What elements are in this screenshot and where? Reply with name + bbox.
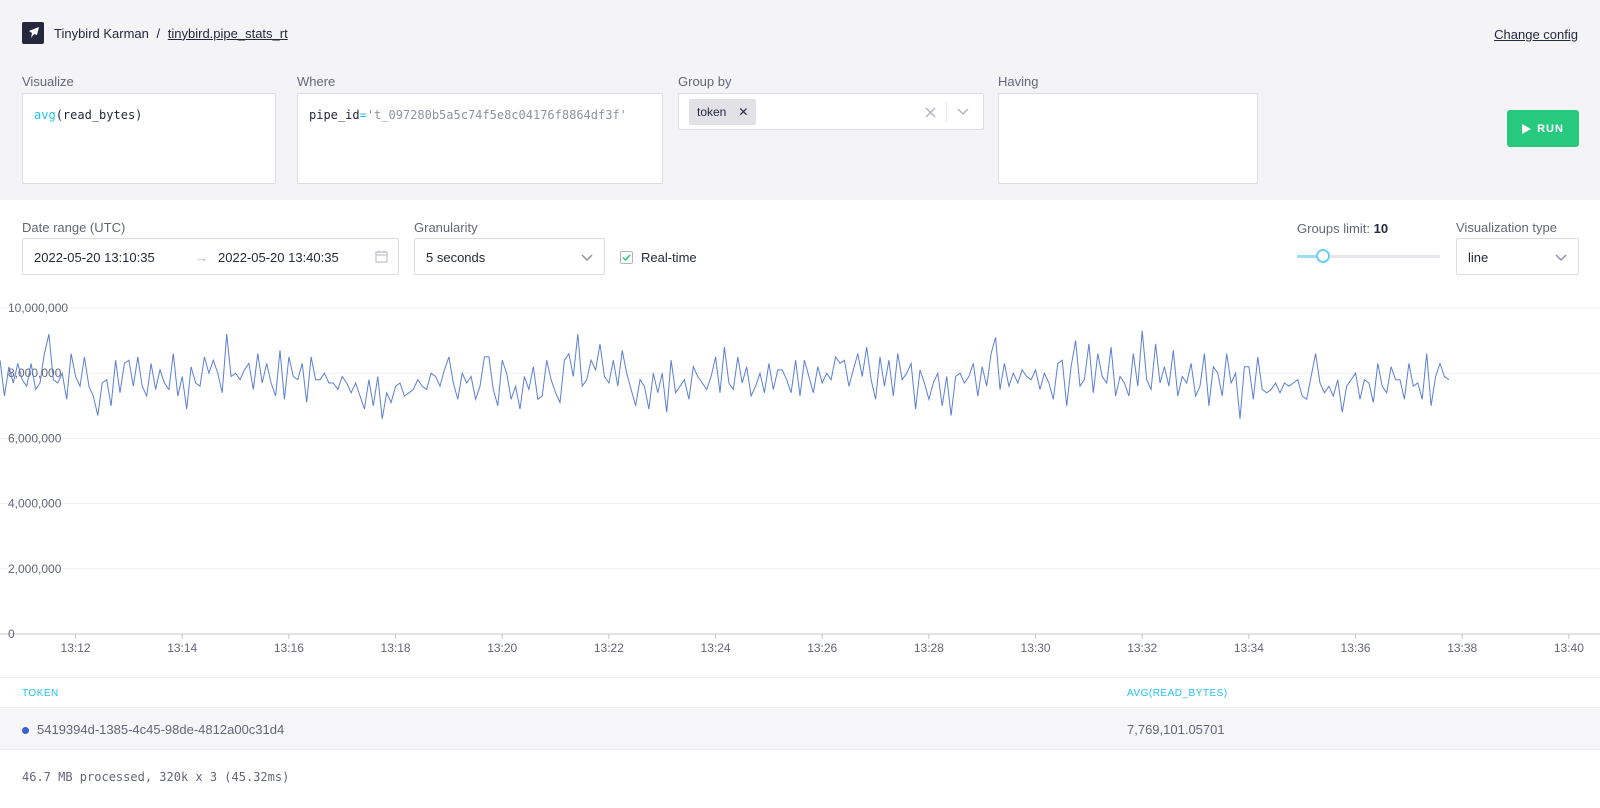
change-config-link[interactable]: Change config — [1494, 27, 1578, 42]
visualize-argument: read_bytes — [62, 108, 136, 122]
realtime-label: Real-time — [641, 250, 697, 265]
x-tick-label: 13:40 — [1554, 641, 1584, 655]
calendar-icon[interactable] — [375, 250, 388, 263]
groups-limit-value: 10 — [1373, 221, 1389, 236]
where-operator: = — [359, 108, 367, 122]
select-divider — [946, 102, 947, 122]
results-table-header: TOKEN AVG(READ_BYTES) — [0, 677, 1600, 708]
column-header-token[interactable]: TOKEN — [22, 688, 59, 699]
chevron-down-icon[interactable] — [957, 108, 969, 116]
avg-cell: 7,769,101.05701 — [1127, 722, 1225, 737]
x-tick-label: 13:22 — [594, 641, 624, 655]
workspace-name: Tinybird Karman — [54, 25, 149, 41]
paren-open: ( — [55, 108, 63, 122]
granularity-label: Granularity — [414, 220, 478, 235]
x-tick-label: 13:36 — [1341, 641, 1371, 655]
groups-limit-label: Groups limit: 10 — [1297, 221, 1388, 236]
clear-icon[interactable] — [925, 107, 936, 118]
x-tick-label: 13:16 — [274, 641, 304, 655]
query-stats: 46.7 MB processed, 320k x 3 (45.32ms) — [22, 770, 290, 784]
date-start[interactable]: 2022-05-20 13:10:35 — [34, 250, 155, 265]
run-label: RUN — [1537, 122, 1564, 135]
remove-tag-icon[interactable]: ✕ — [738, 105, 749, 119]
tinybird-logo[interactable] — [22, 22, 44, 44]
y-tick-label: 2,000,000 — [8, 562, 62, 576]
line-chart: 02,000,0004,000,0006,000,0008,000,00010,… — [0, 301, 1600, 655]
date-arrow: → — [195, 250, 208, 265]
viz-type-value: line — [1468, 250, 1489, 265]
table-row[interactable]: 5419394d-1385-4c45-98de-4812a00c31d4 7,7… — [0, 708, 1600, 750]
y-tick-label: 4,000,000 — [8, 497, 62, 511]
play-icon — [1522, 123, 1532, 134]
pipe-link[interactable]: tinybird.pipe_stats_rt — [167, 25, 288, 41]
slider-fill — [1297, 255, 1323, 258]
y-tick-label: 6,000,000 — [8, 431, 62, 445]
bird-icon — [29, 27, 39, 38]
x-tick-label: 13:20 — [487, 641, 517, 655]
y-tick-label: 0 — [8, 627, 15, 641]
where-editor[interactable]: pipe_id='t_097280b5a5c74f5e8c04176f8864d… — [297, 93, 663, 184]
realtime-checkbox[interactable] — [620, 251, 633, 264]
groupby-label: Group by — [678, 74, 732, 89]
where-value: 't_097280b5a5c74f5e8c04176f8864df3f' — [366, 108, 627, 122]
x-tick-label: 13:30 — [1021, 641, 1051, 655]
viz-type-select[interactable]: line — [1456, 238, 1579, 275]
paren-close: ) — [135, 108, 143, 122]
groups-limit-slider[interactable] — [1297, 249, 1440, 263]
where-field: pipe_id — [309, 108, 360, 122]
date-range-picker[interactable]: 2022-05-20 13:10:35 → 2022-05-20 13:40:3… — [22, 238, 399, 275]
x-tick-label: 13:18 — [381, 641, 411, 655]
viz-type-label: Visualization type — [1456, 220, 1557, 235]
x-tick-label: 13:28 — [914, 641, 944, 655]
having-label: Having — [998, 74, 1039, 89]
groupby-tag: token ✕ — [689, 99, 757, 125]
visualize-function: avg — [34, 108, 56, 122]
run-button[interactable]: RUN — [1507, 110, 1579, 147]
breadcrumb: Tinybird Karman / tinybird.pipe_stats_rt — [22, 22, 288, 44]
x-tick-label: 13:24 — [701, 641, 731, 655]
x-tick-label: 13:32 — [1127, 641, 1157, 655]
chevron-down-icon — [1555, 254, 1567, 262]
series-color-dot — [22, 727, 29, 734]
x-tick-label: 13:14 — [167, 641, 197, 655]
column-header-avg[interactable]: AVG(READ_BYTES) — [1127, 688, 1228, 699]
groupby-select[interactable]: token ✕ — [678, 93, 984, 130]
x-tick-label: 13:38 — [1447, 641, 1477, 655]
granularity-value: 5 seconds — [426, 250, 486, 265]
chevron-down-icon — [581, 254, 593, 262]
visualize-editor[interactable]: avg(read_bytes) — [22, 93, 276, 184]
date-end[interactable]: 2022-05-20 13:40:35 — [218, 250, 339, 265]
visualize-label: Visualize — [22, 74, 74, 89]
x-tick-label: 13:12 — [61, 641, 91, 655]
slider-handle[interactable] — [1315, 249, 1330, 263]
realtime-toggle[interactable]: Real-time — [620, 250, 697, 265]
date-range-label: Date range (UTC) — [22, 220, 126, 235]
having-editor[interactable] — [998, 93, 1258, 184]
x-tick-label: 13:34 — [1234, 641, 1264, 655]
breadcrumb-separator: / — [156, 25, 161, 41]
granularity-select[interactable]: 5 seconds — [414, 238, 605, 275]
query-panel: Tinybird Karman / tinybird.pipe_stats_rt… — [0, 0, 1600, 200]
token-cell: 5419394d-1385-4c45-98de-4812a00c31d4 — [37, 722, 285, 737]
where-label: Where — [297, 74, 336, 89]
series-line — [0, 330, 1450, 419]
groups-limit-text: Groups limit: — [1297, 221, 1370, 236]
y-tick-label: 10,000,000 — [8, 301, 68, 315]
check-icon — [622, 254, 631, 262]
x-tick-label: 13:26 — [807, 641, 837, 655]
groupby-tag-label: token — [697, 105, 727, 119]
